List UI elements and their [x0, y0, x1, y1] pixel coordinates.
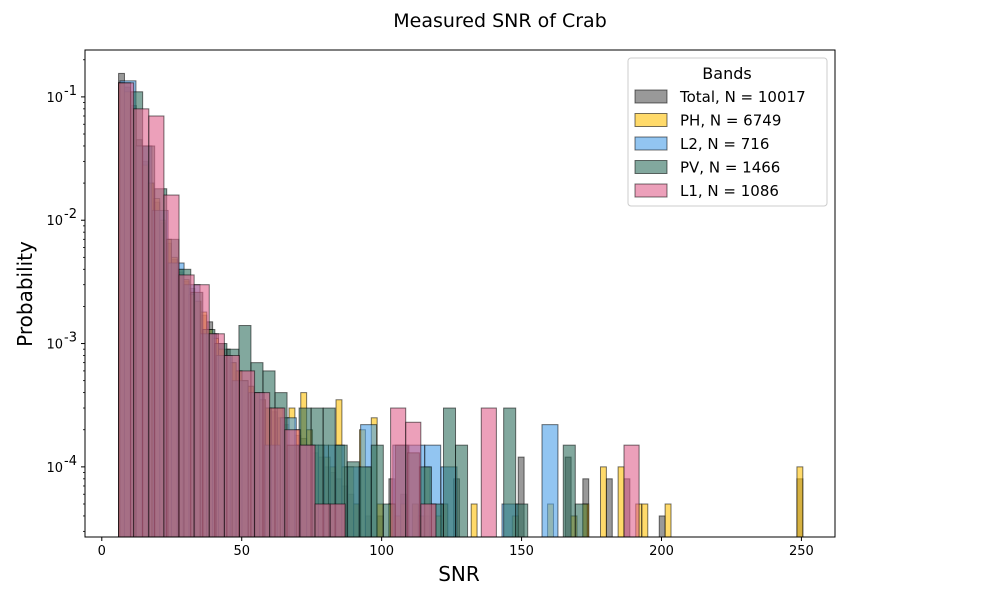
bar — [223, 355, 240, 538]
bar — [370, 444, 384, 538]
legend-entries: Total, N = 10017 PH, N = 6749 L2, N = 716 P… — [634, 88, 806, 200]
bar — [284, 429, 301, 538]
y-tick-label: 10 — [46, 338, 63, 353]
x-tick-label: 250 — [789, 544, 814, 559]
bar — [515, 503, 529, 538]
legend-label: PH, N = 6749 — [680, 112, 781, 130]
bar — [664, 503, 672, 538]
y-tick-exponent: -3 — [64, 331, 77, 346]
y-axis: 10-410-310-210-1 — [46, 59, 85, 532]
legend-entry: PV, N = 1466 — [634, 159, 780, 177]
bar — [617, 466, 625, 538]
bar — [254, 392, 271, 538]
legend-entry: L2, N = 716 — [634, 135, 769, 153]
legend-swatch — [634, 160, 668, 174]
legend-label: L1, N = 1086 — [680, 182, 779, 200]
bar — [358, 466, 372, 538]
bar — [574, 503, 588, 538]
bar — [299, 444, 316, 538]
legend-label: PV, N = 1466 — [680, 159, 780, 177]
legend-entry: PH, N = 6749 — [634, 112, 781, 130]
bar — [455, 444, 469, 538]
y-tick-label: 10 — [46, 214, 63, 229]
bar — [503, 407, 517, 538]
legend: Bands Total, N = 10017 PH, N = 6749 L2, N … — [627, 57, 828, 207]
bar — [442, 407, 457, 538]
series-4-bars — [118, 82, 640, 538]
bar — [641, 503, 649, 538]
bar — [314, 503, 331, 538]
legend-label: Total, N = 10017 — [679, 88, 806, 106]
bar — [148, 115, 165, 538]
legend-title: Bands — [702, 64, 751, 83]
y-axis-label: Probability — [13, 241, 37, 347]
plot-frame — [84, 49, 836, 538]
legend-entry: Total, N = 10017 — [634, 88, 806, 106]
y-tick-exponent: -2 — [64, 207, 77, 222]
x-tick-label: 0 — [98, 544, 106, 559]
x-tick-label: 100 — [369, 544, 394, 559]
x-axis-label: SNR — [438, 562, 480, 586]
bar — [562, 444, 576, 538]
bar — [163, 194, 180, 538]
bar — [193, 284, 210, 538]
bar — [420, 503, 437, 538]
chart-title: Measured SNR of Crab — [393, 10, 607, 32]
bar — [178, 274, 195, 538]
bar — [133, 108, 150, 538]
bar — [541, 424, 559, 538]
y-tick-label: 10 — [46, 461, 63, 476]
bar — [605, 478, 613, 538]
x-tick-label: 150 — [509, 544, 534, 559]
bar — [796, 466, 804, 538]
y-tick-exponent: -1 — [64, 84, 77, 99]
legend-swatch — [634, 113, 668, 127]
bar — [480, 407, 497, 538]
bar — [405, 421, 422, 538]
legend-swatch — [634, 183, 668, 198]
legend-box — [627, 57, 828, 207]
bar — [346, 461, 360, 538]
bar — [329, 503, 346, 538]
y-tick-exponent: -4 — [64, 454, 77, 469]
bar — [269, 407, 286, 538]
plot-area — [84, 49, 836, 538]
x-tick-label: 200 — [649, 544, 674, 559]
bar — [623, 444, 640, 538]
legend-entry: L1, N = 1086 — [634, 182, 779, 200]
legend-swatch — [634, 89, 668, 104]
bar — [118, 82, 135, 538]
x-tick-label: 50 — [233, 544, 250, 559]
bar — [470, 503, 478, 538]
bar — [599, 466, 607, 538]
legend-swatch — [634, 136, 668, 151]
bar — [208, 333, 225, 538]
bar — [238, 370, 256, 538]
bar — [658, 515, 666, 538]
legend-label: L2, N = 716 — [680, 135, 769, 153]
bar — [390, 407, 407, 538]
x-axis: 0 50 100 150 200 250 — [98, 537, 814, 559]
y-tick-label: 10 — [46, 91, 63, 106]
